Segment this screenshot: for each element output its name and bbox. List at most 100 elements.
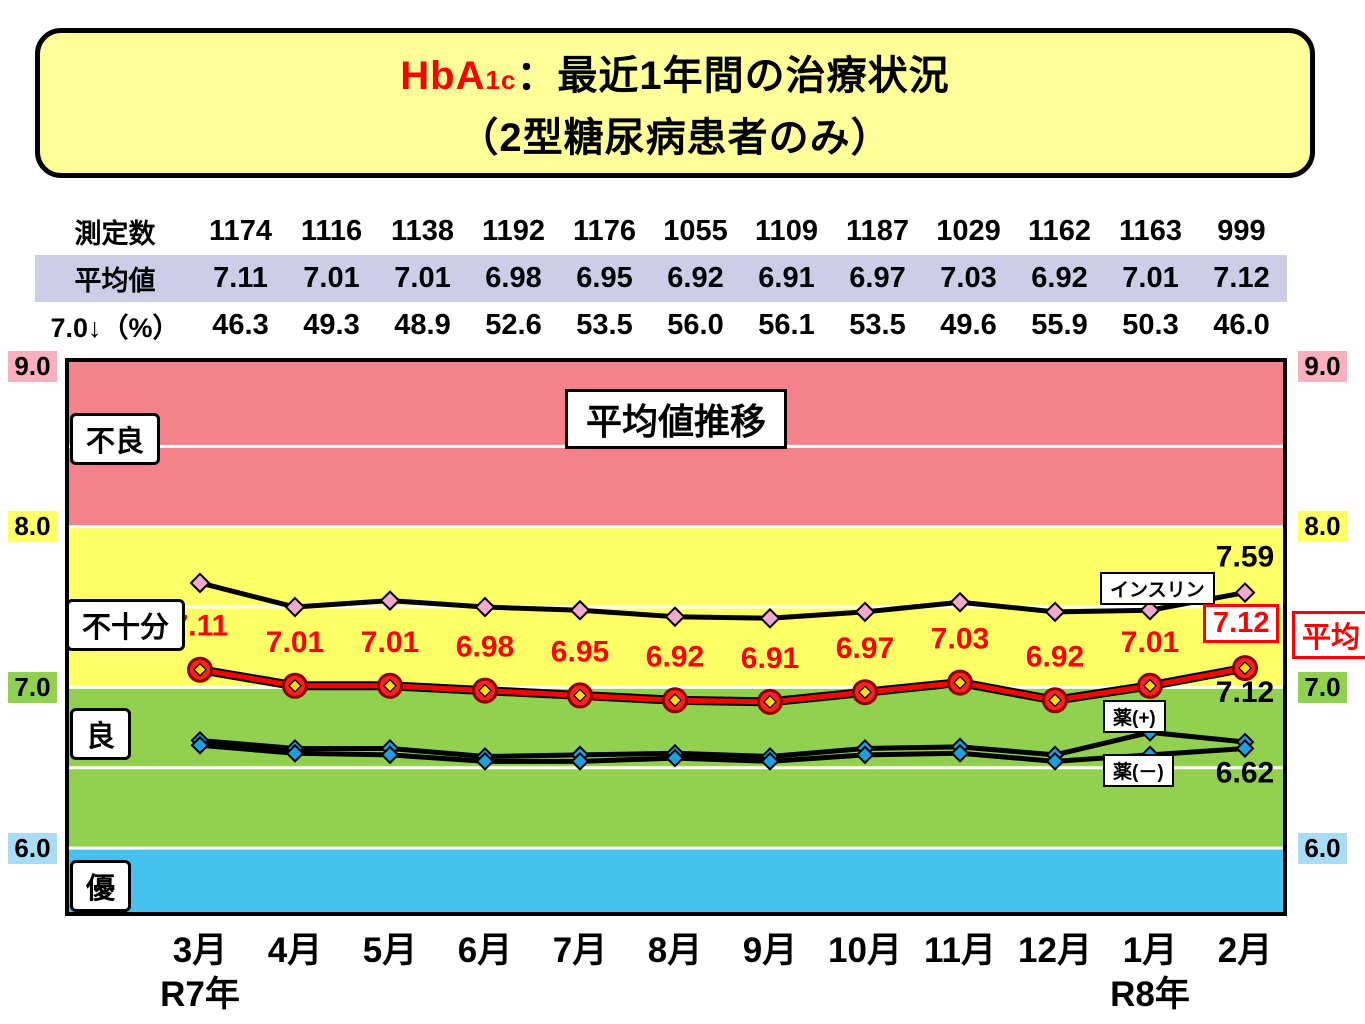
- insulin-point: [569, 599, 591, 621]
- table-cell: 55.9: [1031, 309, 1088, 341]
- x-axis-month-label: 7月: [552, 931, 608, 970]
- average-point-center: [953, 675, 967, 690]
- table-cell: 50.3: [1122, 309, 1179, 341]
- y-axis-tick-label: 6.0: [8, 832, 57, 864]
- table-cell: 1192: [482, 215, 545, 247]
- table-row-label: 平均値: [74, 266, 156, 296]
- zone-label: 良: [70, 708, 132, 760]
- average-point-center: [668, 693, 682, 708]
- title-line-2: （2型糖尿病患者のみ）: [458, 116, 892, 160]
- title-brand-sub: 1c: [485, 65, 517, 95]
- average-value-label: 6.91: [741, 642, 799, 675]
- table-cell: 1162: [1028, 215, 1091, 247]
- average-point-center: [1143, 678, 1157, 693]
- x-axis-month-label: 9月: [742, 931, 798, 970]
- average-value-label: 7.01: [1121, 626, 1179, 659]
- med-minus-point: [855, 745, 875, 765]
- zone-label: 優: [70, 860, 132, 912]
- table-cell: 7.03: [940, 262, 997, 294]
- x-axis-month-label: 11月: [924, 931, 996, 970]
- table-cell: 6.97: [849, 262, 906, 294]
- table-cell: 1163: [1119, 215, 1182, 247]
- x-axis-year-label: R8年: [1110, 975, 1190, 1014]
- insulin-point: [474, 596, 496, 618]
- table-row-label: 測定数: [74, 219, 156, 249]
- average-value-label: 7.03: [931, 623, 989, 656]
- plot-area: 7.11 7.01 7.01 6.98 6.95 6.92 6.91 6.97 7.03 6.92…: [65, 358, 1287, 916]
- table-cell: 56.0: [667, 309, 724, 341]
- table-cell: 1138: [391, 215, 454, 247]
- insulin-point: [1234, 582, 1256, 604]
- med-plus-series-label: 薬(+): [1103, 700, 1166, 733]
- x-axis-month-label: 10月: [828, 931, 902, 970]
- insulin-point: [1044, 601, 1066, 623]
- average-point-center: [288, 678, 302, 693]
- insulin-point: [284, 596, 306, 618]
- insulin-point: [949, 591, 971, 613]
- table-row-label: 7.0↓（%）: [50, 313, 180, 343]
- table-cell: 7.01: [1122, 262, 1179, 294]
- x-axis-month-label: 6月: [457, 931, 513, 970]
- table-cell: 7.01: [394, 262, 451, 294]
- zone-label: 不良: [70, 413, 161, 465]
- table-cell: 53.5: [576, 309, 633, 341]
- average-point-center: [193, 662, 207, 677]
- table-cell: 1109: [755, 215, 818, 247]
- insulin-end-value: 7.59: [1216, 541, 1274, 574]
- table-cell: 6.92: [667, 262, 724, 294]
- average-value-label: 6.92: [646, 640, 704, 673]
- y-axis-tick-label: 7.0: [1298, 671, 1347, 703]
- table-cell: 6.91: [758, 262, 815, 294]
- average-end-value-box: 7.12: [1203, 604, 1280, 643]
- x-axis-month-label: 12月: [1018, 931, 1092, 970]
- table-cell: 1116: [300, 215, 363, 247]
- average-value-label: 6.92: [1026, 640, 1084, 673]
- y-axis-tick-label: 7.0: [8, 671, 57, 703]
- insulin-series-label: インスリン: [1100, 572, 1215, 605]
- zone-band: [69, 848, 1283, 912]
- average-value-label: 6.98: [456, 631, 514, 664]
- table-row: 7.0↓（%） 46.3 49.3 48.9 52.6 53.5 56.0 56.1 53.5 4…: [35, 302, 1287, 349]
- table-cell: 53.5: [849, 309, 906, 341]
- med-minus-series-label: 薬(－): [1103, 754, 1174, 787]
- chart-title: 平均値推移: [564, 389, 788, 449]
- med-minus-point: [285, 743, 305, 763]
- average-value-label: 6.97: [836, 632, 894, 665]
- table-cell: 1055: [663, 215, 728, 247]
- insulin-point: [379, 590, 401, 612]
- title-box: HbA1c：最近1年間の治療状況 （2型糖尿病患者のみ）: [35, 28, 1315, 178]
- average-point-center: [478, 683, 492, 698]
- insulin-point: [854, 601, 876, 623]
- average-point-center: [383, 678, 397, 693]
- table-cell: 49.3: [303, 309, 360, 341]
- med-minus-point: [1045, 751, 1065, 771]
- table-cell: 1176: [573, 215, 636, 247]
- table-cell: 46.0: [1213, 309, 1270, 341]
- y-axis-tick-label: 9.0: [8, 350, 57, 382]
- table-cell: 6.98: [485, 262, 542, 294]
- med-minus-point: [190, 735, 210, 755]
- title-line-1: HbA1c：最近1年間の治療状況: [400, 43, 949, 101]
- table-cell: 56.1: [758, 309, 815, 341]
- y-axis-tick-label: 8.0: [1298, 511, 1347, 543]
- x-axis-month-label: 1月: [1122, 931, 1178, 970]
- average-value-label: 6.95: [551, 635, 609, 668]
- average-point-center: [858, 685, 872, 700]
- average-point-center: [573, 688, 587, 703]
- series-med-minus-line: [199, 742, 1246, 764]
- med-minus-point: [570, 751, 590, 771]
- x-axis-month-label: 4月: [267, 931, 323, 970]
- med-minus-point: [760, 751, 780, 771]
- average-point-center: [1048, 693, 1062, 708]
- table-cell: 46.3: [212, 309, 269, 341]
- table-cell: 48.9: [394, 309, 451, 341]
- insulin-point: [1139, 599, 1161, 621]
- x-axis-month-label: 5月: [362, 931, 418, 970]
- table-cell: 1187: [846, 215, 909, 247]
- insulin-point: [189, 572, 211, 594]
- title-brand: HbA: [400, 54, 486, 98]
- table-cell: 6.92: [1031, 262, 1088, 294]
- series-insulin-line: [199, 580, 1246, 621]
- y-axis-tick-label: 8.0: [8, 511, 57, 543]
